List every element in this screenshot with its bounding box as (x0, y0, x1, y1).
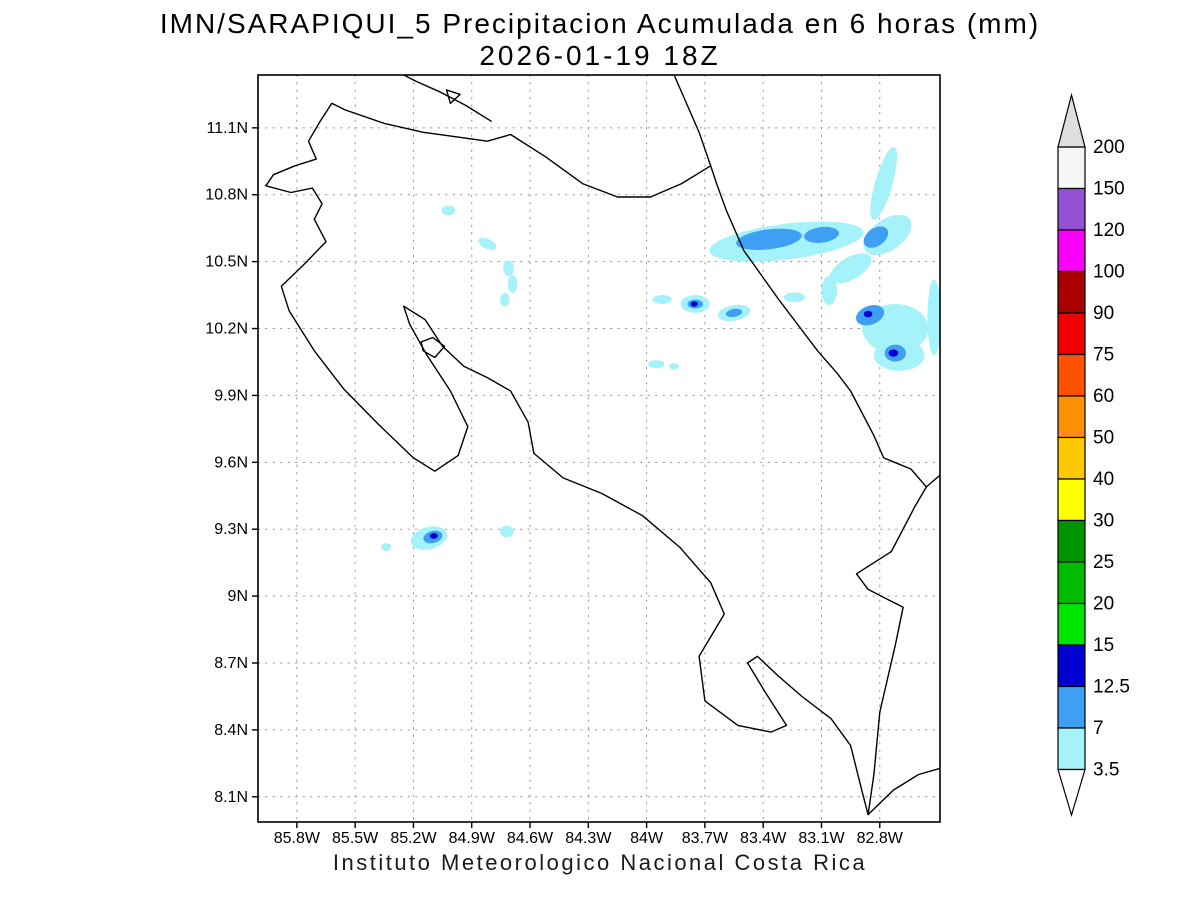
x-tick-label: 83.4W (740, 830, 787, 847)
colorbar-level-label: 120 (1093, 220, 1125, 241)
colorbar-segment (1057, 395, 1086, 439)
x-tick-label: 82.8W (857, 830, 904, 847)
precip-cell (648, 360, 665, 369)
precip-cell (725, 308, 743, 318)
precip-cell (668, 363, 679, 370)
precip-cell (429, 533, 438, 539)
colorbar-level-label: 150 (1093, 179, 1125, 200)
colorbar-segment (1057, 602, 1086, 646)
colorbar-level-label: 75 (1093, 345, 1114, 366)
precip-cell (690, 301, 698, 307)
colorbar-level-label: 20 (1093, 594, 1114, 615)
precip-cell (478, 237, 497, 250)
precip-cell (441, 205, 456, 216)
y-tick-label: 9.9N (214, 387, 248, 404)
colorbar-level-label: 200 (1093, 137, 1125, 158)
colorbar-segment (1057, 229, 1086, 273)
y-tick-label: 8.1N (214, 789, 248, 806)
colorbar-segment (1057, 312, 1086, 356)
precip-cell (804, 226, 839, 243)
colorbar-segment (1057, 436, 1086, 480)
x-tick-label: 84.6W (507, 830, 554, 847)
colorbar-segment (1057, 644, 1086, 688)
colorbar-level-label: 3.5 (1093, 760, 1119, 781)
precip-cell (500, 292, 510, 307)
y-tick-label: 10.5N (205, 254, 248, 271)
x-tick-label: 85.2W (390, 830, 437, 847)
colorbar-segment (1057, 270, 1086, 314)
y-tick-label: 10.2N (205, 321, 248, 338)
plot-frame (257, 74, 941, 823)
precip-cell (927, 279, 940, 356)
y-tick-label: 9.3N (214, 521, 248, 538)
costa-rica-coastline (265, 102, 928, 816)
x-tick-label: 83.7W (682, 830, 729, 847)
colorbar-segment (1057, 478, 1086, 522)
y-tick-label: 10.8N (205, 187, 248, 204)
colorbar-under-arrow (1057, 768, 1086, 818)
x-tick-label: 85.5W (332, 830, 379, 847)
x-tick-label: 84.9W (449, 830, 496, 847)
lake-nicaragua-shore (402, 75, 492, 122)
precip-cell (863, 226, 889, 248)
colorbar-over-arrow (1057, 92, 1086, 148)
map-area (258, 75, 940, 822)
colorbar-level-label: 100 (1093, 262, 1125, 283)
precip-cell (821, 276, 837, 306)
precip-cell (863, 310, 873, 318)
precip-cell (888, 349, 899, 357)
colorbar-segment (1057, 146, 1086, 190)
precip-cell (783, 292, 805, 303)
x-tick-label: 85.8W (274, 830, 321, 847)
y-tick-label: 8.7N (214, 655, 248, 672)
chira-island (420, 336, 446, 359)
chart-subtitle: 2026-01-19 18Z (479, 40, 721, 71)
precip-cell (870, 147, 898, 221)
colorbar-segment (1057, 353, 1086, 397)
colorbar-level-label: 60 (1093, 386, 1114, 407)
colorbar-level-label: 7 (1093, 718, 1104, 739)
y-tick-label: 8.4N (214, 722, 248, 739)
colorbar-level-label: 25 (1093, 552, 1114, 573)
colorbar-level-label: 40 (1093, 469, 1114, 490)
colorbar-level-label: 15 (1093, 635, 1114, 656)
y-tick-label: 11.1N (206, 120, 248, 137)
colorbar-segment (1057, 519, 1086, 563)
colorbar-level-label: 90 (1093, 303, 1114, 324)
nicaragua-caribbean-coast (673, 75, 712, 167)
x-tick-label: 84W (630, 830, 664, 847)
x-tick-label: 83.1W (798, 830, 845, 847)
precip-cell (503, 260, 514, 277)
colorbar-level-label: 30 (1093, 511, 1114, 532)
precip-cell (507, 275, 518, 293)
colorbar-segment (1057, 187, 1086, 231)
precip-cell (499, 525, 514, 538)
solentiname-island (445, 89, 461, 104)
precip-cell (652, 295, 672, 304)
y-tick-label: 9N (228, 588, 248, 605)
precip-cell (829, 253, 872, 284)
chart-title: IMN/SARAPIQUI_5 Precipitacion Acumulada … (159, 8, 1041, 39)
panama-pacific-coast (867, 767, 940, 816)
precip-cell (381, 543, 392, 552)
footer-credit: Instituto Meteorologico Nacional Costa R… (332, 850, 868, 875)
colorbar-segment (1057, 561, 1086, 605)
colorbar-segment (1057, 727, 1086, 771)
colorbar-level-label: 12.5 (1093, 677, 1130, 698)
y-tick-label: 9.6N (214, 454, 248, 471)
colorbar-level-label: 50 (1093, 428, 1114, 449)
precip-cell (736, 228, 802, 251)
x-tick-label: 84.3W (565, 830, 612, 847)
colorbar-segment (1057, 685, 1086, 729)
